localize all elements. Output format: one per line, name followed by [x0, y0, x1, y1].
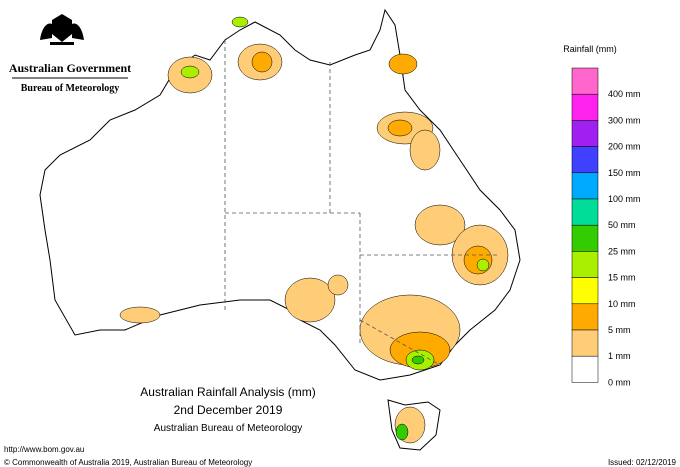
legend-swatch [571, 251, 599, 278]
legend-label: 100 mm [608, 194, 641, 204]
legend-label: 10 mm [608, 299, 636, 309]
legend-swatch [571, 355, 599, 383]
legend-swatch [571, 277, 599, 305]
footer-url: http://www.bom.gov.au [4, 445, 84, 454]
legend-swatch [571, 198, 599, 226]
footer-issued: Issued: 02/12/2019 [608, 458, 677, 467]
legend-label: 0 mm [608, 377, 631, 387]
coat-of-arms [40, 14, 84, 45]
mainland [39, 8, 521, 381]
legend-swatch [571, 120, 599, 147]
legend-swatch [571, 329, 599, 357]
legend-label: 150 mm [608, 168, 641, 178]
map-title: Australian Rainfall Analysis (mm) [140, 385, 315, 399]
legend-label: 1 mm [608, 351, 631, 361]
legend-label: 15 mm [608, 273, 636, 283]
footer-copyright: © Commonwealth of Australia 2019, Austra… [4, 458, 252, 467]
legend-label: 50 mm [608, 220, 636, 230]
legend-label: 25 mm [608, 246, 636, 256]
legend-label: 300 mm [608, 115, 641, 125]
legend-swatch [571, 67, 599, 95]
legend-label: 400 mm [608, 89, 641, 99]
map-date: 2nd December 2019 [174, 403, 283, 417]
legend-swatch [571, 172, 599, 200]
legend-title: Rainfall (mm) [563, 44, 617, 54]
map-source: Australian Bureau of Meteorology [154, 423, 302, 434]
state-borders [224, 40, 500, 366]
legend-swatch [571, 93, 599, 121]
legend-swatch [571, 146, 599, 174]
legend-swatch [571, 224, 599, 252]
legend-swatch [571, 303, 599, 331]
government-name: Australian Government [9, 61, 131, 75]
legend-label: 200 mm [608, 142, 641, 152]
rainfall-areas [119, 16, 509, 444]
legend-label: 5 mm [608, 325, 631, 335]
agency-name: Bureau of Meteorology [21, 83, 120, 94]
